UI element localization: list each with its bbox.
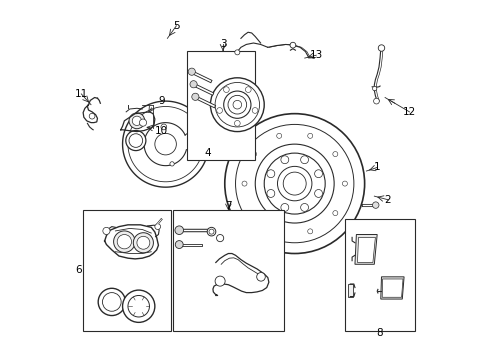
Circle shape [102, 227, 110, 234]
Circle shape [255, 144, 333, 223]
Circle shape [300, 203, 308, 211]
Circle shape [122, 290, 155, 322]
Circle shape [332, 152, 337, 157]
Circle shape [224, 114, 364, 253]
Text: 8: 8 [376, 328, 383, 338]
Circle shape [234, 50, 239, 55]
Text: 13: 13 [309, 50, 322, 60]
Circle shape [245, 87, 251, 93]
Text: 9: 9 [158, 96, 164, 106]
Circle shape [215, 276, 224, 286]
Circle shape [125, 131, 145, 150]
Circle shape [300, 156, 308, 164]
Circle shape [373, 98, 379, 104]
Text: 10: 10 [154, 126, 167, 135]
Circle shape [342, 181, 346, 186]
Circle shape [256, 273, 265, 281]
Circle shape [129, 113, 144, 129]
Text: 3: 3 [219, 39, 226, 49]
Bar [187, 51, 255, 160]
Bar [172, 211, 284, 330]
Circle shape [210, 78, 264, 132]
Circle shape [191, 93, 199, 100]
Circle shape [264, 153, 325, 214]
Circle shape [378, 45, 384, 51]
Polygon shape [382, 279, 402, 297]
Circle shape [314, 189, 322, 197]
Text: 2: 2 [384, 195, 390, 205]
Circle shape [155, 134, 176, 155]
Text: 6: 6 [75, 265, 82, 275]
Circle shape [251, 211, 256, 216]
Circle shape [276, 229, 281, 234]
Circle shape [113, 231, 135, 252]
Circle shape [216, 234, 223, 242]
Circle shape [251, 152, 256, 157]
Bar [344, 220, 414, 330]
Text: 7: 7 [224, 201, 231, 211]
Circle shape [283, 172, 305, 195]
Circle shape [102, 293, 121, 311]
Circle shape [307, 133, 312, 138]
Text: 12: 12 [402, 107, 415, 117]
Circle shape [266, 170, 274, 177]
Circle shape [216, 108, 222, 113]
Circle shape [190, 81, 197, 88]
Bar [83, 211, 171, 330]
Circle shape [215, 82, 259, 127]
Circle shape [266, 189, 274, 197]
Circle shape [332, 211, 337, 216]
Text: 5: 5 [173, 21, 179, 31]
Circle shape [98, 288, 125, 316]
Text: 11: 11 [75, 89, 88, 99]
Circle shape [132, 116, 142, 126]
Circle shape [128, 296, 149, 317]
Circle shape [89, 113, 95, 119]
Text: 4: 4 [204, 148, 211, 158]
Polygon shape [354, 234, 376, 264]
Bar [348, 284, 352, 297]
Circle shape [133, 233, 153, 253]
Circle shape [277, 166, 311, 201]
Circle shape [314, 170, 322, 177]
Circle shape [207, 227, 215, 236]
Circle shape [234, 121, 240, 126]
Circle shape [188, 68, 195, 75]
Circle shape [289, 42, 295, 48]
Circle shape [280, 156, 288, 164]
Circle shape [161, 124, 166, 130]
Circle shape [223, 91, 250, 118]
Circle shape [372, 202, 378, 208]
Circle shape [137, 236, 149, 249]
Circle shape [235, 125, 353, 243]
Circle shape [155, 224, 160, 229]
Circle shape [208, 229, 214, 234]
Circle shape [280, 203, 288, 211]
Circle shape [175, 240, 183, 248]
Circle shape [242, 181, 246, 186]
Polygon shape [380, 277, 403, 299]
Polygon shape [357, 237, 375, 262]
Text: 1: 1 [373, 162, 380, 172]
Circle shape [276, 133, 281, 138]
Circle shape [233, 100, 241, 109]
Circle shape [175, 226, 183, 234]
Circle shape [139, 119, 146, 126]
Circle shape [372, 86, 376, 91]
Circle shape [223, 87, 229, 93]
Circle shape [227, 95, 246, 114]
Circle shape [169, 162, 174, 166]
Circle shape [129, 134, 142, 147]
Circle shape [307, 229, 312, 234]
Circle shape [117, 234, 131, 249]
Circle shape [252, 108, 257, 113]
